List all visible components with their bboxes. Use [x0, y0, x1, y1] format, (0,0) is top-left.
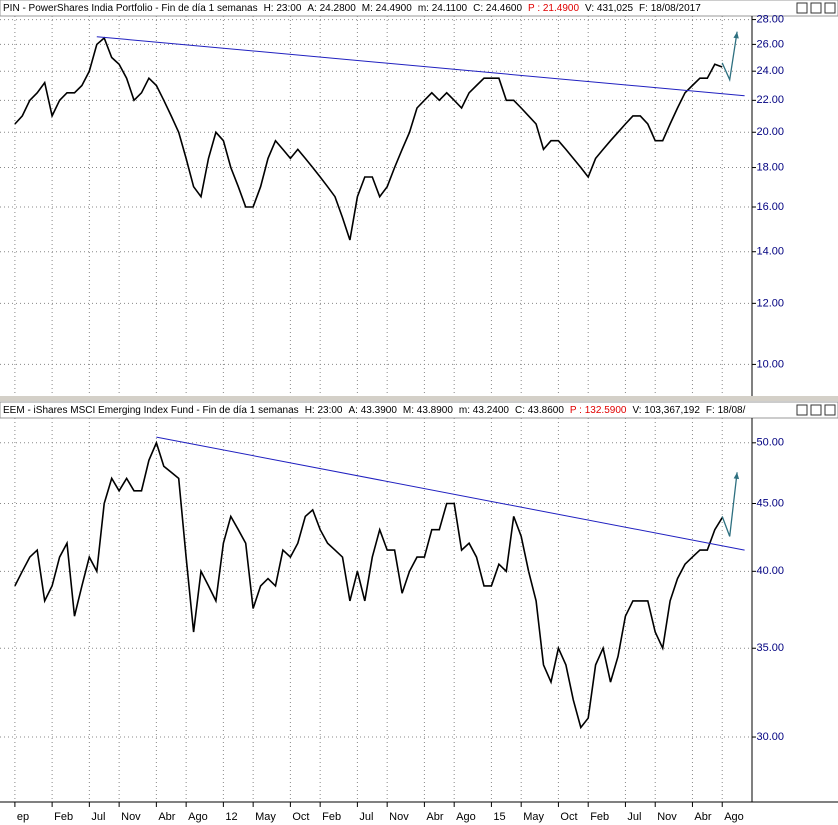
- plot-area: [0, 16, 752, 396]
- x-tick-label: Abr: [426, 811, 443, 823]
- x-tick-label: May: [523, 811, 544, 823]
- header-field: P : 21.4900: [528, 3, 579, 14]
- x-tick-label: 15: [493, 811, 505, 823]
- header-field: A: 43.3900: [349, 405, 398, 416]
- header-field: m: 24.1100: [418, 3, 468, 14]
- header-field: H: 23:00: [305, 405, 343, 416]
- trend-line: [96, 36, 745, 97]
- header-field: M: 43.8900: [403, 405, 453, 416]
- x-tick-label: ep: [17, 811, 29, 823]
- x-tick-label: Jul: [627, 811, 641, 823]
- projection-arrow: [721, 31, 738, 82]
- header-field: V: 103,367,192: [632, 405, 700, 416]
- x-tick-label: Ago: [724, 811, 744, 823]
- header-bar: [0, 0, 838, 17]
- y-tick-label: 18.00: [756, 161, 784, 173]
- y-tick-label: 28.00: [756, 13, 784, 25]
- header-field: A: 24.2800: [307, 3, 356, 14]
- header-field: m: 43.2400: [459, 405, 509, 416]
- maximize-button[interactable]: [810, 404, 822, 416]
- header-text: EEM - iShares MSCI Emerging Index Fund -…: [3, 405, 746, 416]
- header-field: C: 24.4600: [473, 3, 522, 14]
- x-tick-label: Ago: [188, 811, 208, 823]
- y-tick-label: 24.00: [756, 65, 784, 77]
- header-field: C: 43.8600: [515, 405, 564, 416]
- y-tick-label: 50.00: [756, 437, 784, 449]
- y-tick-label: 45.00: [756, 497, 784, 509]
- price-line: [14, 36, 723, 241]
- x-tick-label: Nov: [121, 811, 141, 823]
- x-tick-label: Feb: [54, 811, 73, 823]
- y-tick-label: 26.00: [756, 38, 784, 50]
- y-tick-label: 20.00: [756, 126, 784, 138]
- minimize-button[interactable]: [796, 2, 808, 14]
- x-tick-label: May: [255, 811, 276, 823]
- arrow-head: [733, 31, 739, 39]
- header-bar: [0, 401, 838, 419]
- arrow-head: [733, 472, 740, 480]
- x-tick-label: Nov: [389, 811, 409, 823]
- header-field: PIN - PowerShares India Portfolio - Fin …: [3, 3, 258, 14]
- x-tick-label: Abr: [694, 811, 711, 823]
- close-button[interactable]: [824, 404, 836, 416]
- x-tick-label: Feb: [590, 811, 609, 823]
- y-tick-label: 12.00: [756, 297, 784, 309]
- x-tick-label: Nov: [657, 811, 677, 823]
- plot-area: [0, 418, 752, 802]
- x-tick-label: Jul: [359, 811, 373, 823]
- minimize-button[interactable]: [796, 404, 808, 416]
- x-tick-label: 12: [225, 811, 237, 823]
- header-field: M: 24.4900: [362, 3, 412, 14]
- y-tick-label: 14.00: [756, 246, 784, 258]
- x-tick-label: Oct: [292, 811, 309, 823]
- y-tick-label: 16.00: [756, 201, 784, 213]
- header-field: H: 23:00: [264, 3, 302, 14]
- y-tick-label: 22.00: [756, 94, 784, 106]
- x-tick-label: Abr: [158, 811, 175, 823]
- header-field: F: 18/08/: [706, 405, 746, 416]
- header-text: PIN - PowerShares India Portfolio - Fin …: [3, 3, 701, 14]
- y-tick-label: 30.00: [756, 731, 784, 743]
- x-tick-label: Jul: [91, 811, 105, 823]
- panel-divider: [0, 396, 838, 401]
- header-field: V: 431,025: [585, 3, 633, 14]
- close-button[interactable]: [824, 2, 836, 14]
- header-field: F: 18/08/2017: [639, 3, 701, 14]
- price-line: [14, 440, 723, 730]
- y-tick-label: 35.00: [756, 642, 784, 654]
- x-tick-label: Feb: [322, 811, 341, 823]
- trend-line: [156, 436, 745, 551]
- x-tick-label: Oct: [560, 811, 577, 823]
- y-tick-label: 10.00: [756, 358, 784, 370]
- y-tick-label: 40.00: [756, 565, 784, 577]
- header-field: P : 132.5900: [570, 405, 627, 416]
- projection-arrow: [721, 472, 738, 537]
- x-tick-label: Ago: [456, 811, 476, 823]
- window-buttons[interactable]: [796, 2, 836, 416]
- header-field: EEM - iShares MSCI Emerging Index Fund -…: [3, 405, 299, 416]
- maximize-button[interactable]: [810, 2, 822, 14]
